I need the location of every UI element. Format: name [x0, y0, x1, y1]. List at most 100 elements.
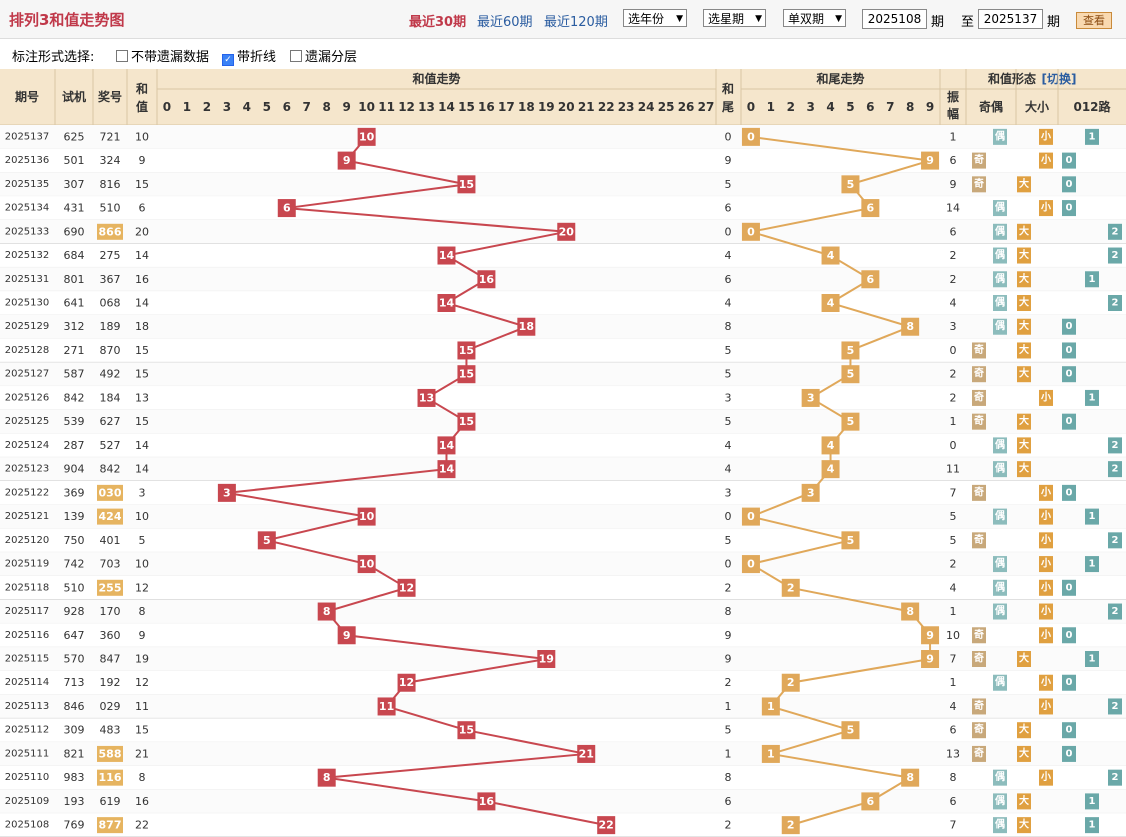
sum-marker-label: 6	[283, 202, 291, 215]
option-layer-label: 遗漏分层	[305, 50, 358, 65]
tail-marker	[781, 816, 800, 835]
route-value: 0	[1066, 203, 1073, 214]
small-mark: 小	[1040, 699, 1051, 712]
recent-120-link[interactable]: 最近120期	[544, 15, 608, 30]
amplitude-cell: 7	[950, 486, 957, 499]
issue-cell: 2025125	[5, 416, 50, 427]
sum-value-header: 15	[458, 100, 475, 114]
route-value: 2	[1112, 701, 1119, 712]
trial-cell: 431	[64, 202, 85, 215]
checkbox-icon[interactable]	[290, 50, 302, 62]
sum-marker	[437, 246, 456, 265]
big-small-mark	[1039, 627, 1053, 644]
trial-cell: 684	[64, 249, 85, 262]
recent-60-link[interactable]: 最近60期	[477, 15, 533, 30]
table-row	[0, 362, 1126, 387]
sum-value-header: 3	[223, 100, 231, 114]
tail-value-header: 2	[787, 100, 795, 114]
from-issue-input[interactable]: 2025108	[862, 9, 927, 29]
sum-value-header: 11	[378, 100, 395, 114]
prize-highlight	[97, 769, 123, 786]
weekday-select[interactable]: 选星期 ▼	[703, 9, 766, 27]
even-mark: 偶	[994, 604, 1005, 617]
issue-cell: 2025133	[5, 226, 50, 237]
table-row	[0, 789, 1126, 814]
col-header-route: 012路	[1073, 99, 1111, 114]
view-button[interactable]: 查看	[1076, 12, 1112, 29]
sum-marker	[437, 294, 456, 312]
route-value: 0	[1066, 155, 1073, 166]
tail-marker-label: 0	[747, 510, 755, 523]
route-mark	[1062, 722, 1076, 739]
checkbox-icon[interactable]	[116, 50, 128, 62]
table-row	[0, 386, 1126, 410]
tail-value-header: 0	[747, 100, 755, 114]
issue-cell: 2025126	[5, 392, 50, 403]
recent-30-link[interactable]: 最近30期	[409, 15, 467, 30]
sum-marker-label: 20	[559, 225, 575, 238]
sum-marker-label: 16	[479, 273, 495, 286]
prize-cell: 588	[99, 747, 122, 760]
amplitude-cell: 2	[950, 368, 957, 381]
col-header-prize: 奖号	[98, 89, 122, 104]
year-select[interactable]: 选年份 ▼	[623, 9, 687, 27]
table-row	[0, 647, 1126, 671]
route-mark	[1062, 200, 1076, 217]
big-small-mark	[1017, 793, 1031, 810]
tail-marker	[741, 555, 760, 574]
trial-cell: 625	[64, 130, 85, 143]
period-label-2: 期	[1047, 15, 1061, 30]
route-mark	[1085, 793, 1099, 810]
parity-select[interactable]: 单双期 ▼	[783, 9, 846, 27]
tail-marker	[821, 246, 840, 265]
big-small-mark	[1017, 745, 1031, 762]
option-layer[interactable]: 遗漏分层	[290, 46, 357, 65]
tail-marker	[761, 744, 780, 763]
parity-select-value: 单双期	[788, 12, 825, 26]
amplitude-cell: 6	[950, 724, 957, 737]
big-small-mark	[1017, 271, 1031, 288]
amplitude-cell: 2	[950, 249, 957, 262]
sum-marker	[357, 127, 376, 146]
option-no-omit[interactable]: 不带遗漏数据	[116, 46, 209, 65]
sum-marker	[457, 721, 476, 740]
big-small-mark	[1017, 318, 1031, 335]
table-row	[0, 409, 1126, 434]
sum-marker-label: 8	[323, 605, 331, 618]
route-value: 0	[1066, 321, 1073, 332]
big-small-mark	[1017, 413, 1031, 430]
table-row	[0, 481, 1126, 505]
prize-cell: 527	[100, 439, 121, 452]
sum-marker-label: 14	[439, 463, 455, 476]
to-issue-input[interactable]: 2025137	[978, 9, 1043, 29]
tail-marker	[841, 721, 860, 740]
sum-cell: 18	[135, 320, 149, 333]
odd-even-mark	[993, 128, 1007, 145]
small-mark: 小	[1040, 153, 1051, 166]
trial-cell: 539	[64, 415, 85, 428]
odd-even-mark	[993, 556, 1007, 573]
tail-marker-label: 9	[926, 653, 934, 666]
sum-marker-label: 14	[439, 297, 455, 310]
option-line[interactable]: ✓ 带折线	[222, 46, 276, 66]
big-small-mark	[1017, 437, 1031, 454]
sum-marker	[257, 531, 276, 550]
sum-cell: 14	[135, 439, 149, 452]
route-mark	[1108, 603, 1122, 620]
table-row	[0, 694, 1126, 719]
switch-link[interactable]: [切换]	[1042, 71, 1077, 86]
tail-cell: 8	[725, 771, 732, 784]
sum-marker	[457, 341, 476, 360]
route-mark	[1108, 532, 1122, 549]
tail-marker-label: 0	[747, 558, 755, 571]
sum-value-header: 9	[342, 100, 350, 114]
sum-value-header: 18	[518, 100, 535, 114]
big-small-mark	[1039, 152, 1053, 169]
checkbox-checked-icon[interactable]: ✓	[222, 54, 234, 66]
big-mark: 大	[1019, 818, 1029, 831]
odd-mark: 奇	[974, 367, 984, 380]
sum-cell: 8	[139, 771, 146, 784]
trial-cell: 193	[64, 795, 85, 808]
odd-even-mark	[972, 532, 986, 549]
tail-cell: 4	[725, 463, 732, 476]
